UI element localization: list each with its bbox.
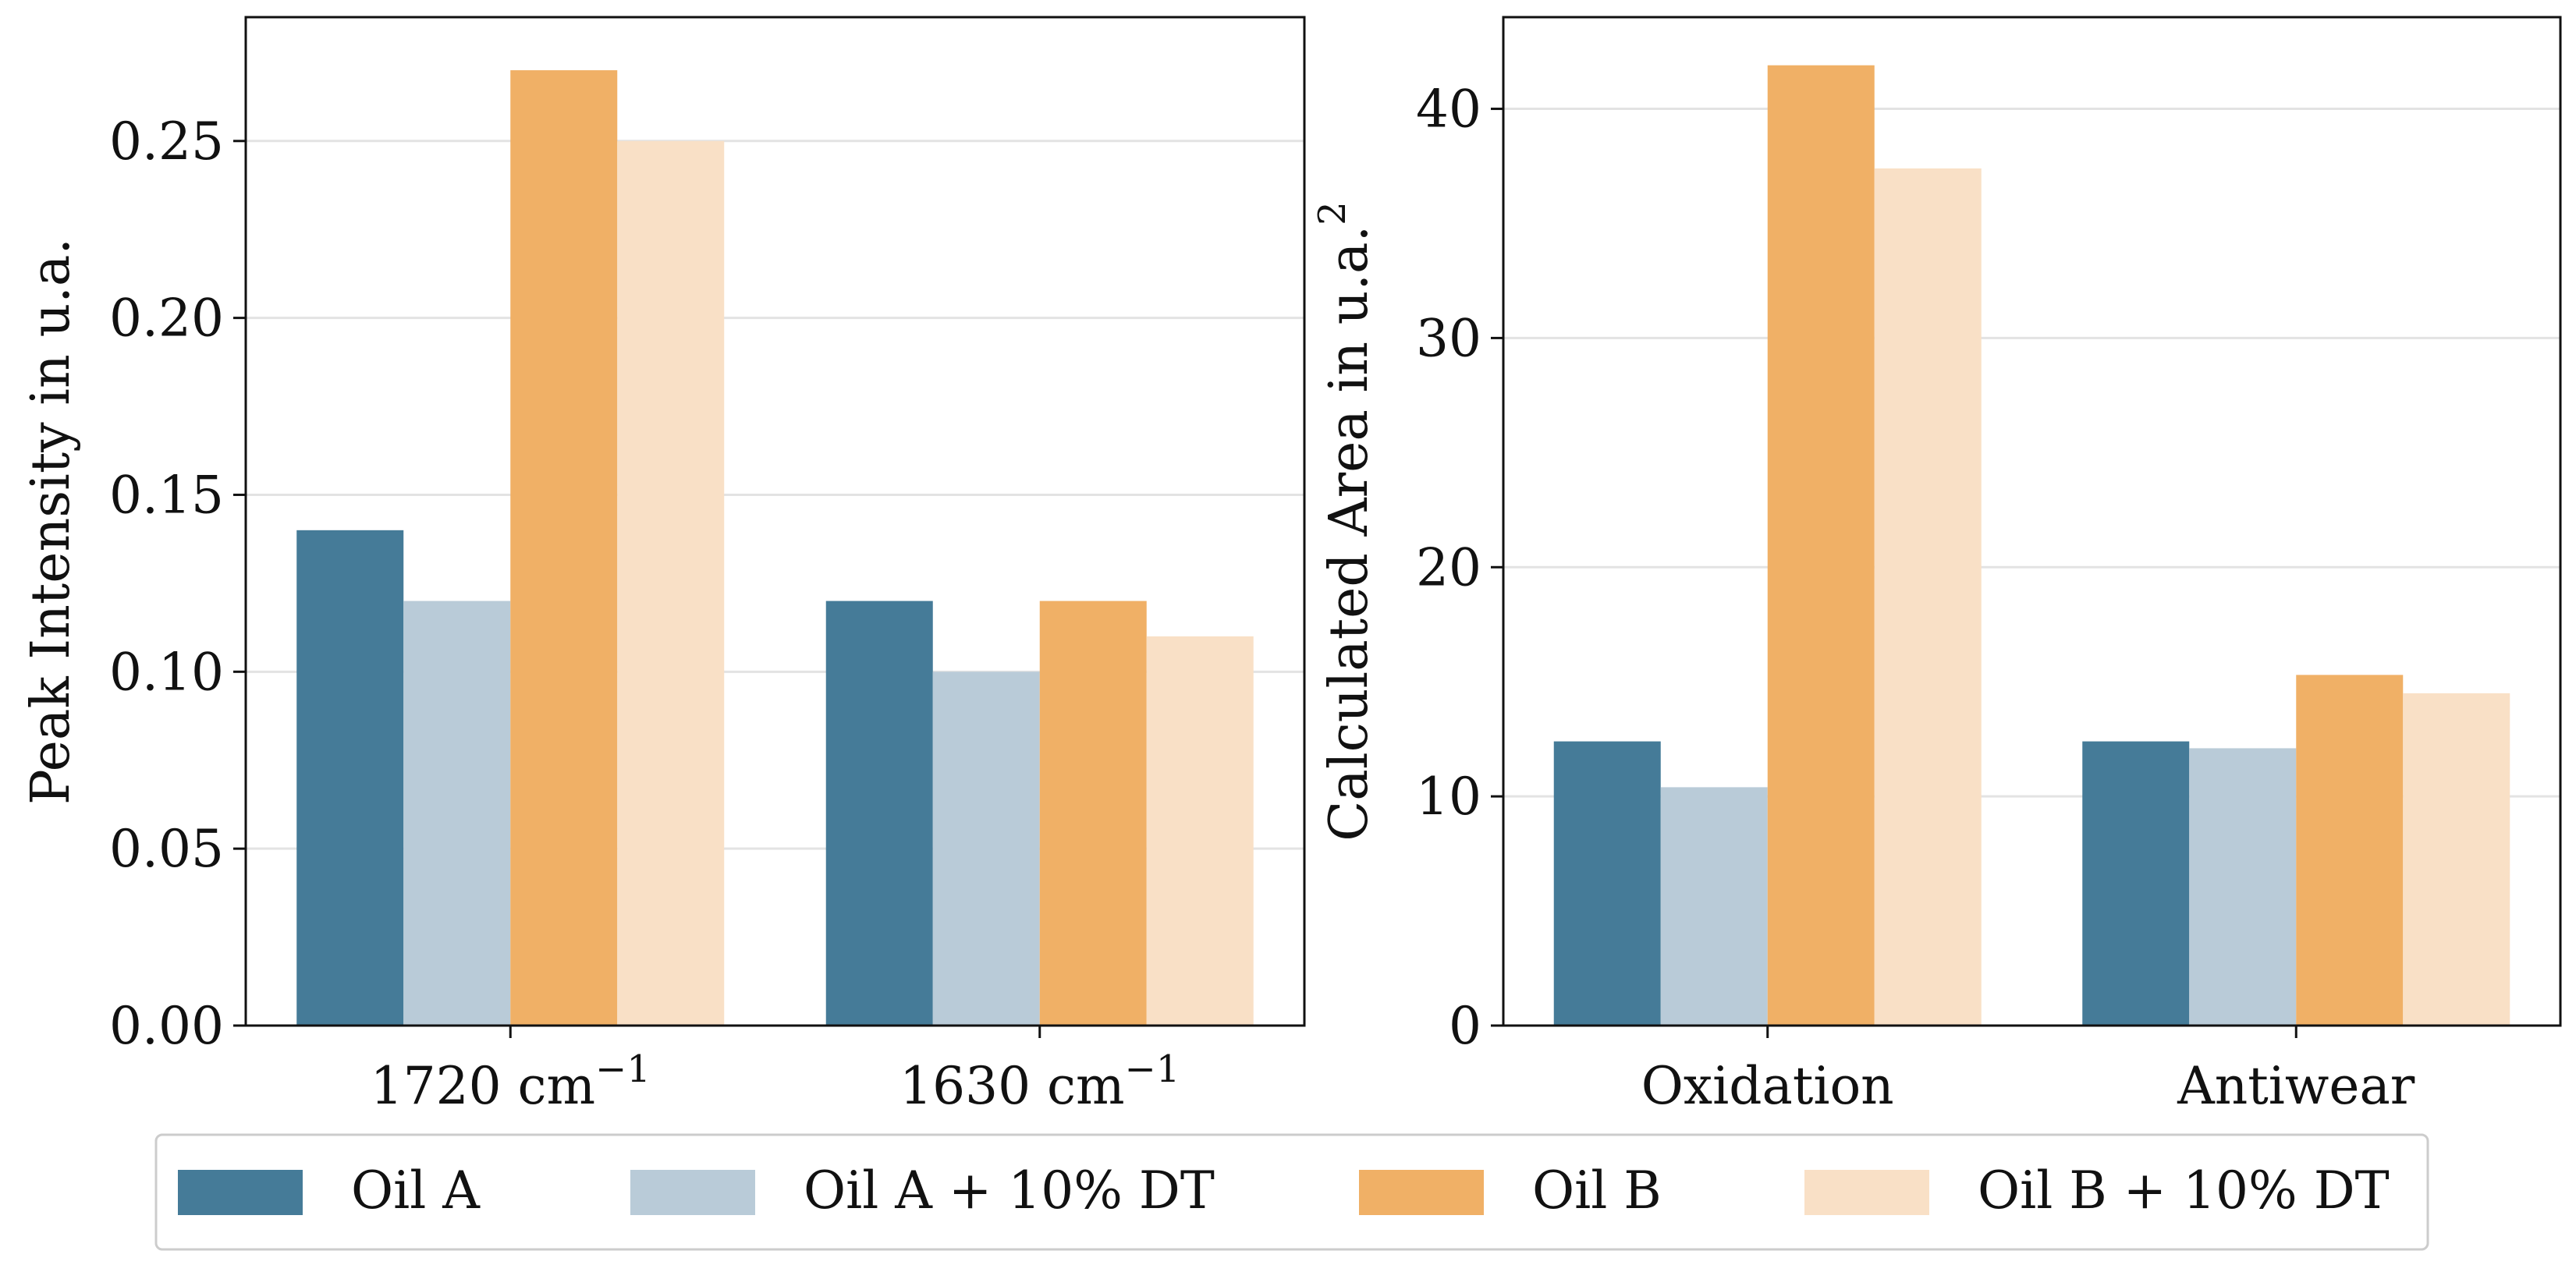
legend-label: Oil A + 10% DT xyxy=(804,1160,1215,1221)
bar-oil-b-10-dt-1 xyxy=(2403,693,2510,1026)
bar-oil-b-10-dt-0 xyxy=(1874,168,1982,1026)
legend: Oil A Oil A + 10% DT Oil B Oil B + 10% DT xyxy=(154,1133,2429,1251)
bar-oil-a-0 xyxy=(1553,741,1661,1026)
legend-label: Oil A xyxy=(351,1160,481,1221)
x-tick-label-sup: −1 xyxy=(595,1047,651,1091)
y-tick-label: 20 xyxy=(1416,537,1481,597)
bar-oil-b-1 xyxy=(2296,675,2404,1026)
bar-oil-b-10-dt-1 xyxy=(1146,636,1254,1026)
x-tick-label: Antiwear xyxy=(2177,1056,2415,1116)
y-tick-label: 40 xyxy=(1416,80,1481,140)
y-axis-label: Calculated Area in u.a.2 xyxy=(1311,201,1380,841)
legend-swatch xyxy=(1804,1170,1929,1215)
bar-oil-a-10-dt-1 xyxy=(932,671,1040,1026)
legend-swatch xyxy=(178,1170,303,1215)
x-tick-label-base: 1720 cm xyxy=(371,1056,596,1116)
bar-oil-a-10-dt-0 xyxy=(403,601,511,1026)
y-tick-label: 30 xyxy=(1416,308,1481,368)
bar-oil-a-10-dt-0 xyxy=(1660,787,1768,1026)
legend-swatch xyxy=(630,1170,755,1215)
y-axis-label: Peak Intensity in u.a. xyxy=(20,238,82,805)
legend-label: Oil B xyxy=(1532,1160,1662,1221)
y-axis-label-text: Calculated Area in u.a. xyxy=(1318,225,1380,842)
y-tick-label: 10 xyxy=(1416,767,1481,827)
chart-panel-2: 0 10 20 30 40 Oxidation Antiwear Calculated Are… xyxy=(1311,16,2562,1116)
x-tick-label-sup: −1 xyxy=(1125,1047,1180,1091)
y-tick-label: 0.05 xyxy=(109,819,224,879)
x-tick-label: Oxidation xyxy=(1641,1056,1894,1116)
x-tick-label: 1720 cm−1 xyxy=(371,1047,651,1116)
x-tick-label: 1630 cm−1 xyxy=(899,1047,1180,1116)
y-tick-label: 0.15 xyxy=(109,465,224,525)
y-axis-label-text: Peak Intensity in u.a. xyxy=(20,238,82,805)
legend-swatch xyxy=(1359,1170,1484,1215)
y-tick-label: 0.20 xyxy=(109,289,224,349)
y-tick-label: 0 xyxy=(1449,996,1481,1056)
legend-box xyxy=(154,1133,2429,1251)
y-tick-label: 0.25 xyxy=(109,112,224,172)
x-tick-label-base: 1630 cm xyxy=(899,1056,1125,1116)
bar-oil-a-1 xyxy=(825,601,933,1026)
bar-oil-a-1 xyxy=(2082,741,2190,1026)
legend-label: Oil B + 10% DT xyxy=(1978,1160,2390,1221)
bar-oil-b-0 xyxy=(510,70,618,1026)
plot-frame xyxy=(1502,16,2562,1027)
bar-oil-b-10-dt-0 xyxy=(617,140,725,1026)
y-tick-label: 0.00 xyxy=(109,996,224,1056)
plot-frame xyxy=(244,16,1306,1027)
bar-oil-a-10-dt-1 xyxy=(2189,748,2297,1026)
bar-oil-b-1 xyxy=(1039,601,1147,1026)
bar-oil-b-0 xyxy=(1767,65,1875,1026)
y-axis-label-sup: 2 xyxy=(1311,201,1354,225)
y-tick-label: 0.10 xyxy=(109,642,224,702)
bar-oil-a-0 xyxy=(296,530,404,1026)
